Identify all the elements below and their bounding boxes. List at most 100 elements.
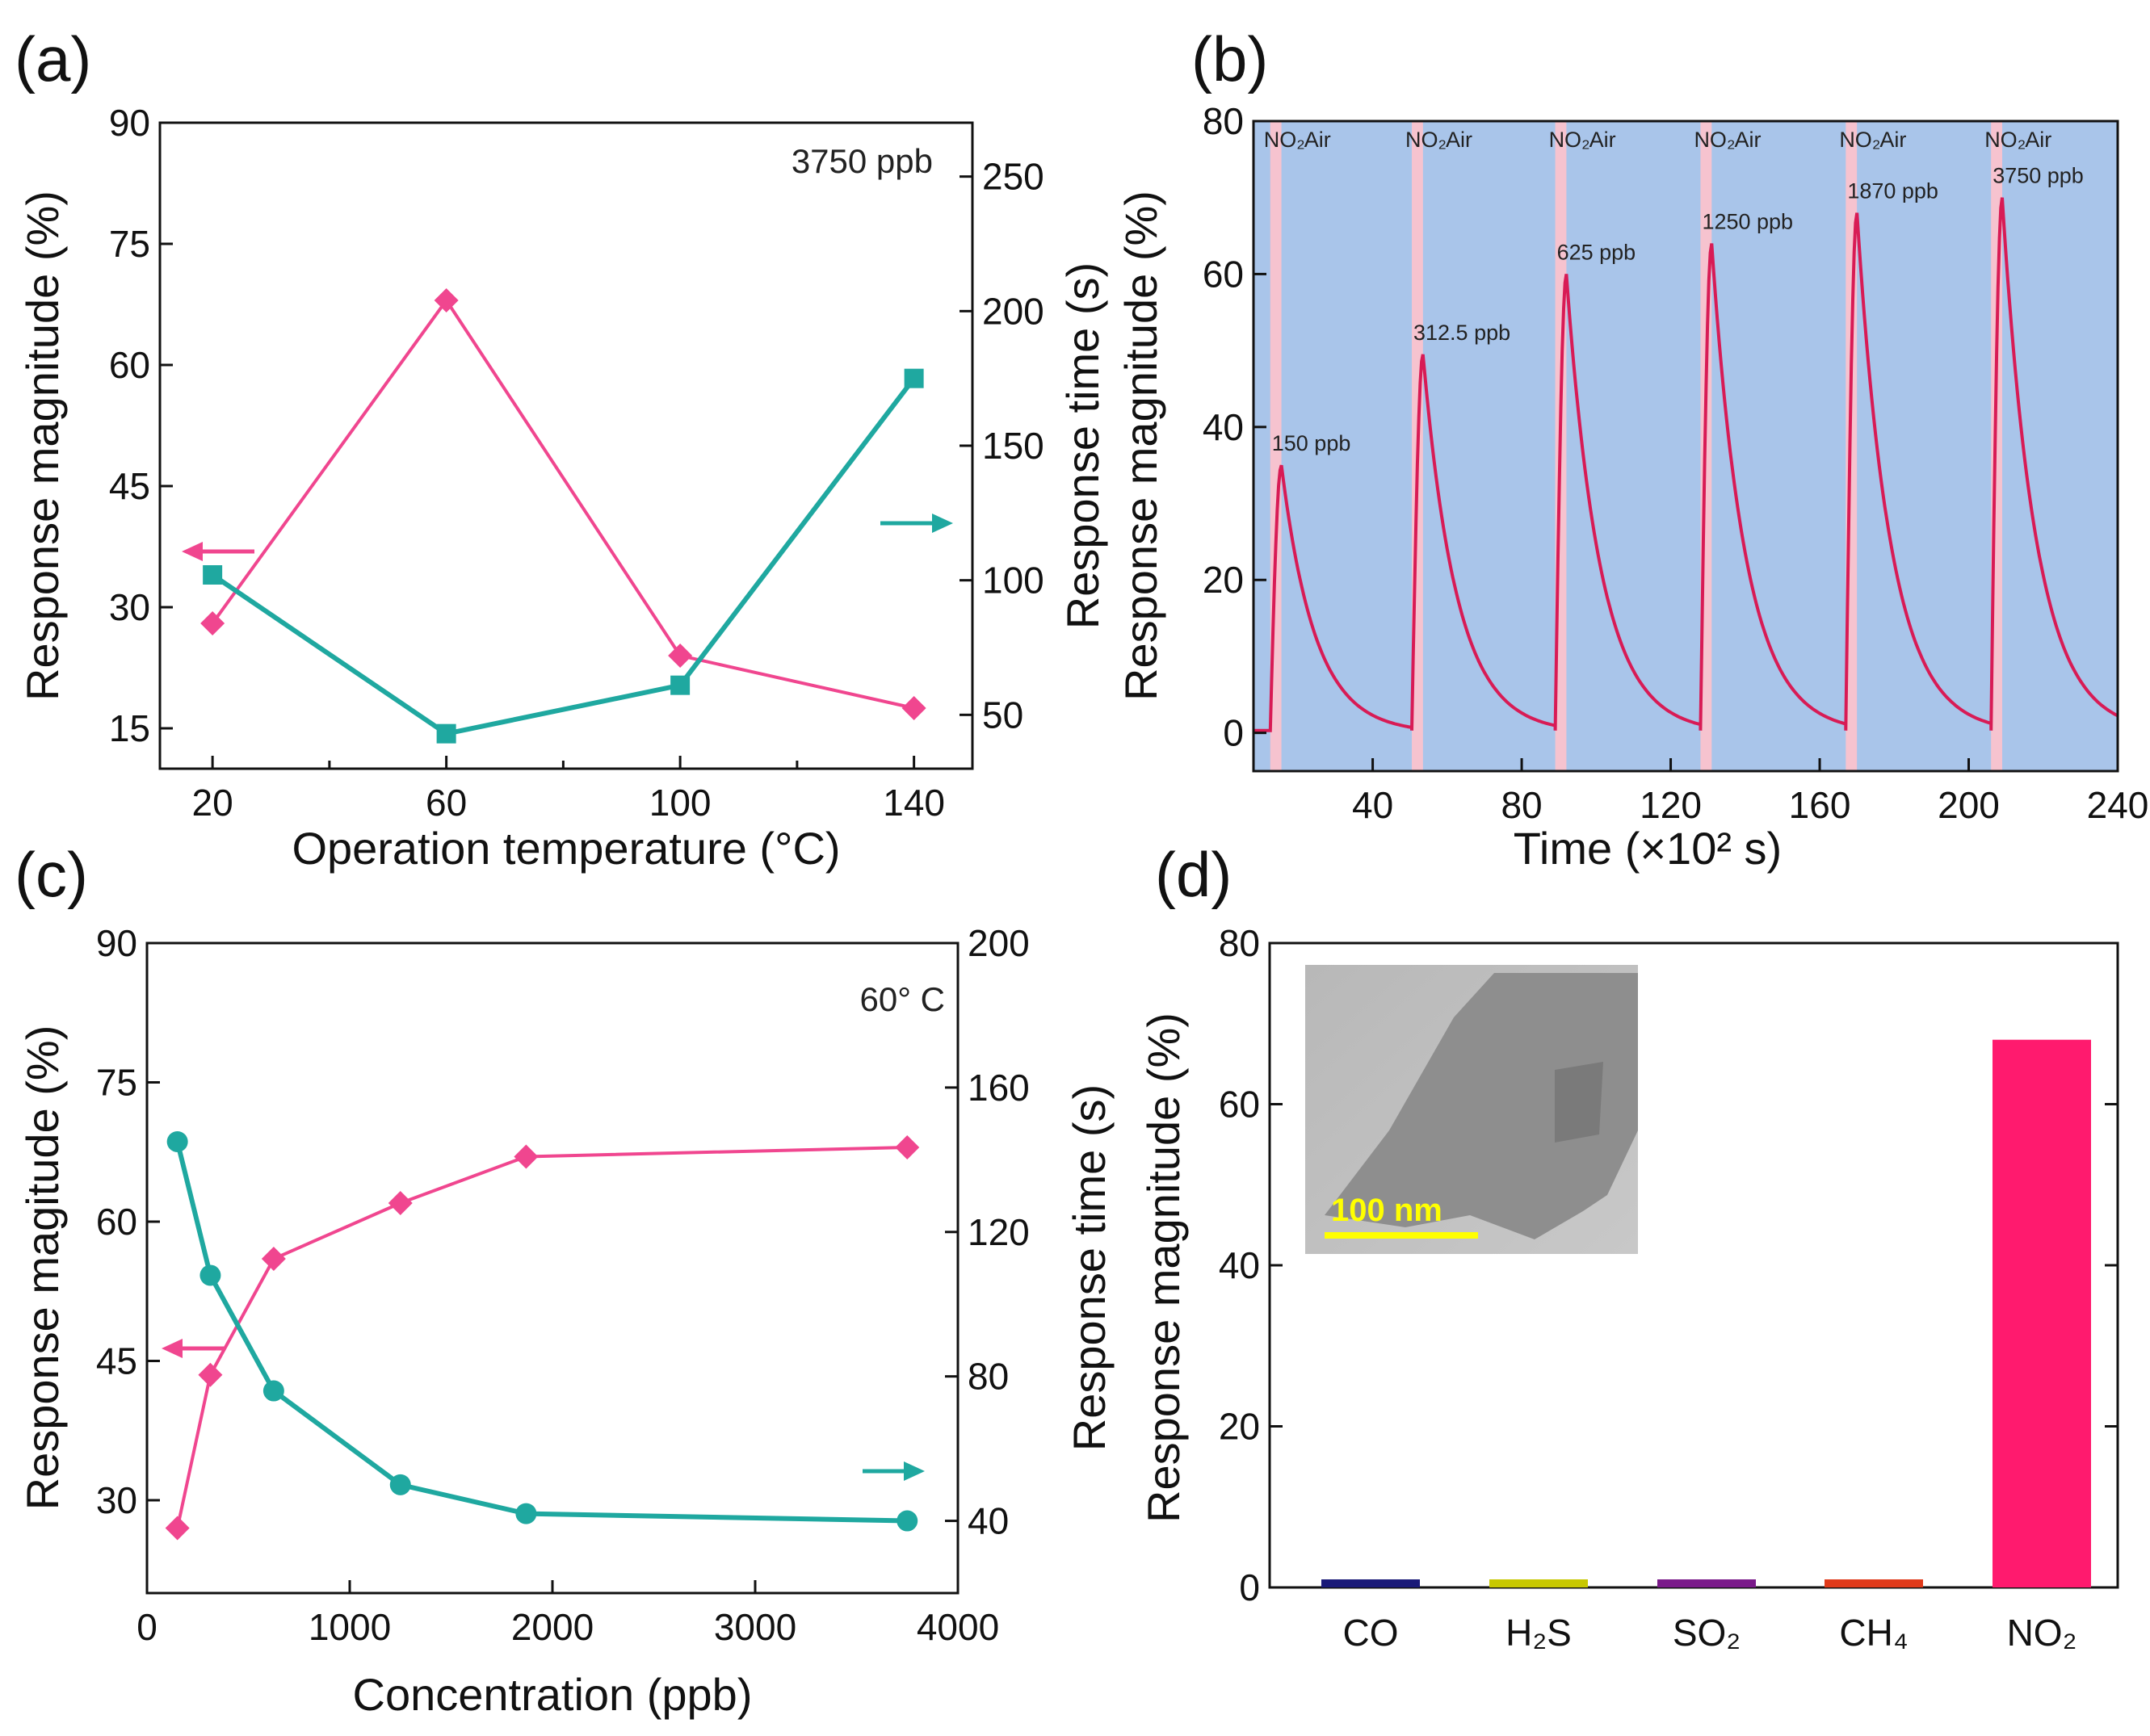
inset-scale-bar: [1325, 1232, 1478, 1239]
panel-a-ytick-label: 75: [109, 223, 150, 265]
panel-c-series-magnitude-point: [165, 1516, 190, 1541]
panel-b-ytick-label: 60: [1203, 253, 1244, 295]
panel-b-ylabel: Response magnitude (%): [1115, 191, 1166, 701]
panel-c-series-magnitude-line: [175, 1146, 908, 1528]
panel-c-xtick-label: 3000: [714, 1606, 796, 1648]
panel-a-series-time-point: [904, 368, 924, 388]
panel-d-xtick-label: SO₂: [1673, 1612, 1741, 1654]
panel-b-gas-label: NO₂: [1264, 128, 1305, 152]
panel-c-right-axis-arrow: [863, 1461, 925, 1481]
panel-a-y2tick-label: 50: [982, 694, 1023, 736]
panel-c-y2label: Response time (s): [1064, 1084, 1115, 1451]
panel-d-bar-h2s: [1489, 1579, 1588, 1587]
inset-flake-fold: [1555, 1062, 1603, 1143]
panel-a-ytick-label: 60: [109, 344, 150, 386]
panel-b-ytick-label: 20: [1203, 559, 1244, 601]
panel-b-xtick-label: 240: [2087, 784, 2149, 826]
panel-b-peak-label: 625 ppb: [1557, 240, 1636, 264]
panel-d-xtick-label: H₂S: [1505, 1612, 1572, 1654]
panel-b-ytick-label: 80: [1203, 100, 1244, 142]
panel-b-air-label: Air: [1734, 128, 1761, 152]
panel-d-ylabel: Response magnitude (%): [1138, 1013, 1189, 1523]
panel-a-ylabel: Response magnitude (%): [17, 191, 68, 701]
panel-a-ytick-label: 30: [109, 586, 150, 628]
panel-b-ytick-label: 40: [1203, 406, 1244, 448]
panel-b-air-label: Air: [1589, 128, 1616, 152]
panel-b-xlabel: Time (×10² s): [1514, 823, 1782, 874]
panel-b-gas-label: NO₂: [1984, 128, 2026, 152]
panel-a-left-axis-arrow-head: [182, 542, 203, 561]
panel-c-right-axis-arrow-head: [904, 1461, 925, 1481]
panel-a-y2tick-label: 100: [982, 560, 1044, 602]
panel-c-series-time-point: [515, 1503, 537, 1524]
panel-c-series-time-point: [262, 1380, 284, 1402]
panel-d-bar-ch4: [1825, 1579, 1923, 1587]
panel-a-right-axis-arrow: [880, 514, 953, 533]
panel-b-peak-label: 150 ppb: [1272, 431, 1351, 455]
panel-b-air-label: Air: [1304, 128, 1331, 152]
panel-c: (c) 0 1000 2000 3000 4000 30 45 60 75 90 40 80 120 16…: [15, 839, 1115, 1720]
panel-d-xtick-label: CH₄: [1839, 1612, 1908, 1654]
panel-b-frame: [1252, 120, 2119, 773]
panel-b-ytick-label: 0: [1223, 712, 1244, 754]
panel-c-xlabel: Concentration (ppb): [353, 1669, 753, 1720]
panel-d-bar-co: [1321, 1579, 1420, 1587]
panel-a-label: (a): [15, 23, 91, 94]
panel-a-xtick-label: 100: [649, 782, 712, 824]
panel-b-gas-label: NO₂: [1405, 128, 1447, 152]
panel-a-left-axis-arrow: [182, 542, 254, 561]
panel-a-xtick-label: 20: [192, 782, 233, 824]
panel-a-series-magnitude-line: [211, 297, 915, 710]
panel-b-peak-label: 1250 ppb: [1702, 210, 1793, 234]
panel-c-series-magnitude-point: [198, 1362, 223, 1387]
panel-c-ylabel: Response magitude (%): [17, 1025, 68, 1511]
panel-b-gas-label: NO₂: [1694, 128, 1735, 152]
panel-b-xtick-label: 80: [1501, 784, 1542, 826]
panel-c-note: 60° C: [859, 980, 945, 1018]
panel-c-left-axis-arrow: [162, 1339, 225, 1358]
panel-b-peak-label: 1870 ppb: [1847, 179, 1938, 203]
panel-a-xlabel: Operation temperature (°C): [292, 823, 840, 874]
panel-b-air-label: Air: [1879, 128, 1906, 152]
panel-a-y2tick-label: 250: [982, 156, 1044, 198]
panel-b-gas-label: NO₂: [1549, 128, 1590, 152]
panel-c-y2tick-label: 40: [968, 1500, 1009, 1542]
panel-a-ytick-label: 45: [109, 465, 150, 507]
panel-a-xtick-label: 60: [426, 782, 467, 824]
panel-a-series-magnitude-point: [668, 644, 693, 668]
tem-inset-image: 100 nm: [1305, 965, 1638, 1254]
panel-c-series-magnitude-point: [261, 1247, 286, 1271]
panel-a-series-time-line: [211, 376, 917, 736]
panel-b-peak-label: 3750 ppb: [1993, 164, 2084, 188]
panel-a-ytick-label: 90: [109, 102, 150, 144]
panel-c-series-time-point: [199, 1264, 221, 1286]
panel-c-xtick-label: 1000: [309, 1606, 391, 1648]
panel-c-series-time-point: [166, 1130, 188, 1152]
panel-c-ytick-label: 90: [96, 922, 137, 964]
panel-c-series-time-point: [897, 1510, 918, 1532]
panel-b-xtick-label: 200: [1938, 784, 2000, 826]
panel-d-ytick-label: 20: [1219, 1406, 1260, 1448]
panel-a-right-axis-arrow-head: [932, 514, 953, 533]
panel-d-ytick-label: 60: [1219, 1084, 1260, 1126]
panel-c-left-axis-arrow-head: [162, 1339, 183, 1358]
panel-c-y2tick-label: 120: [968, 1211, 1030, 1253]
panel-a-series-time-point: [670, 675, 691, 695]
panel-c-y2tick-label: 80: [968, 1356, 1009, 1398]
panel-b-gas-label: NO₂: [1839, 128, 1880, 152]
panel-a-y2tick-label: 200: [982, 290, 1044, 332]
panel-d-xtick-label: CO: [1343, 1612, 1399, 1654]
panel-b-xtick-label: 160: [1789, 784, 1851, 826]
panel-d-ytick-label: 40: [1219, 1244, 1260, 1286]
panel-c-series-time-point: [389, 1474, 411, 1495]
panel-d-xtick-label: NO₂: [2007, 1612, 2077, 1654]
panel-c-xtick-label: 4000: [917, 1606, 999, 1648]
panel-d-ytick-label: 0: [1239, 1566, 1260, 1608]
panel-a-ytick-label: 15: [109, 707, 150, 749]
panel-b-xtick-label: 120: [1640, 784, 1702, 826]
inset-flake: [1325, 973, 1638, 1239]
panel-b-peak-label: 312.5 ppb: [1413, 321, 1510, 345]
panel-c-xtick-label: 2000: [511, 1606, 594, 1648]
